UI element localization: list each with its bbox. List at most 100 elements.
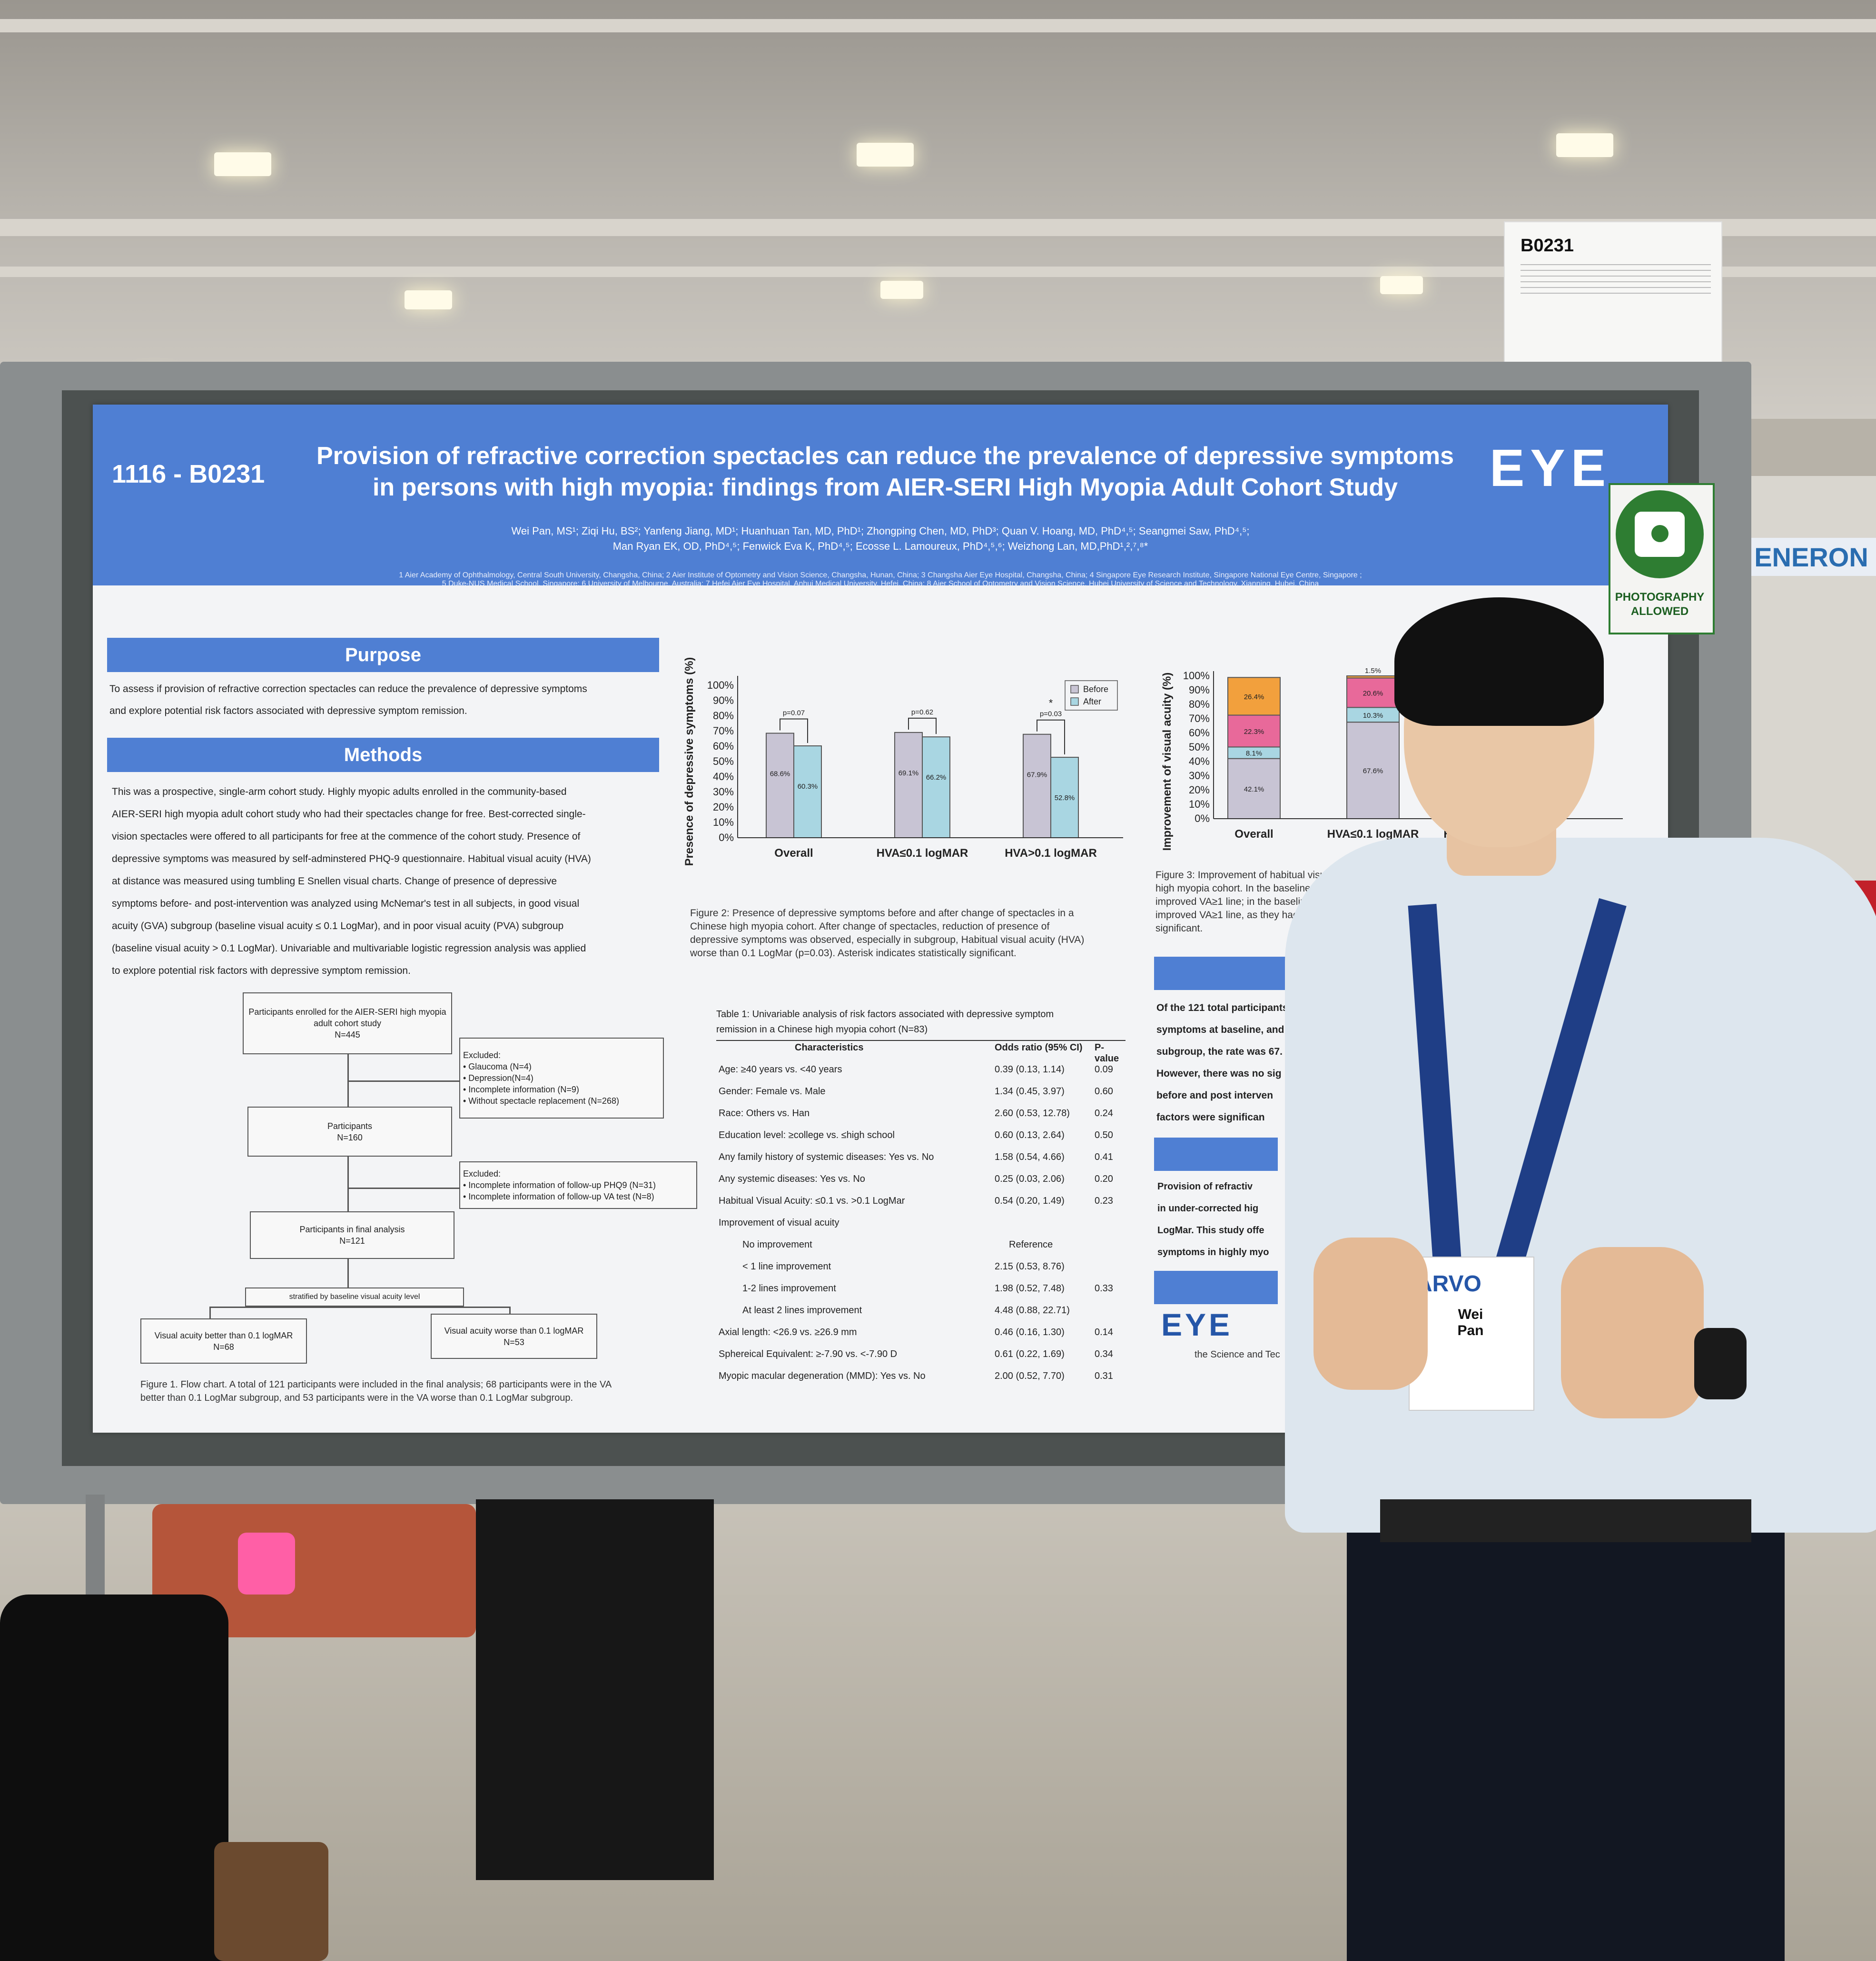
affiliation-line: 5 Duke-NUS Medical School, Singapore; 6 … — [442, 580, 1319, 588]
significance-bracket — [908, 717, 937, 734]
poster-authors: Wei Pan, MS¹; Ziqi Hu, BS²; Yanfeng Jian… — [333, 524, 1428, 554]
bar-value-label: 66.2% — [926, 773, 947, 782]
table-cell: Race: Others vs. Han — [719, 1108, 810, 1119]
poster-id: 1116 - B0231 — [112, 460, 265, 488]
methods-line: (baseline visual acuity > 0.1 LogMar). U… — [112, 943, 586, 954]
table-cell: 0.41 — [1095, 1152, 1113, 1162]
caption-line: Chinese high myopia cohort. After change… — [690, 921, 1050, 932]
person-hair — [1394, 597, 1604, 726]
table-cell: 1-2 lines improvement — [742, 1283, 836, 1294]
y-tick-label: 0% — [719, 832, 734, 843]
footer-text: the Science and Tec — [1195, 1349, 1280, 1360]
methods-text: This was a prospective, single-arm cohor… — [112, 781, 673, 982]
p-value-label: p=0.07 — [783, 709, 805, 717]
y-tick-label: 20% — [1189, 784, 1210, 796]
stacked-bar-segment — [1227, 714, 1281, 748]
table-cell: 1.34 (0.45, 3.97) — [995, 1086, 1065, 1097]
purpose-heading: Purpose — [107, 638, 659, 672]
y-tick-label: 50% — [1189, 741, 1210, 753]
methods-line: at distance was measured using tumbling … — [112, 876, 557, 887]
flow-final: Participants in final analysis N=121 — [250, 1211, 454, 1259]
table-cell: 0.50 — [1095, 1130, 1113, 1140]
y-tick-label: 30% — [713, 786, 734, 798]
caption-line: significant. — [1155, 923, 1203, 934]
y-tick-label: 70% — [1189, 713, 1210, 724]
visitor-legs — [476, 1499, 714, 1880]
table-row: No improvement Reference — [719, 1239, 1128, 1261]
bar — [894, 732, 923, 838]
photo-sign-line: PHOTOGRAPHY — [1615, 591, 1705, 604]
table-cell: < 1 line improvement — [742, 1261, 831, 1272]
table-cell: 2.00 (0.52, 7.70) — [995, 1371, 1065, 1381]
y-tick-label: 60% — [713, 740, 734, 752]
table-cell: Sphereical Equivalent: ≥-7.90 vs. <-7.90… — [719, 1349, 898, 1359]
thumbs-up-right — [1561, 1247, 1704, 1418]
bar-value-label: 52.8% — [1055, 794, 1075, 802]
table-cell: 2.60 (0.53, 12.78) — [995, 1108, 1070, 1119]
methods-line: symptoms before- and post-intervention w… — [112, 898, 580, 909]
figure3-chart: Improvement of visual acuity (%) 0% 10% 20… — [1161, 659, 1623, 851]
bar-value-label: 68.6% — [770, 770, 790, 778]
figure2-chart: Presence of depressive symptoms (%) 0% 10… — [683, 657, 1123, 866]
flow-connector — [347, 1259, 349, 1288]
y-tick-label: 100% — [707, 679, 734, 691]
table-title-line: remission in a Chinese high myopia cohor… — [716, 1024, 928, 1035]
camera-lens-icon — [1648, 521, 1672, 546]
y-tick-label: 100% — [1183, 670, 1210, 682]
table-cell: 0.14 — [1095, 1327, 1113, 1337]
x-tick-label: HVA≤0.1 logMAR — [877, 847, 968, 860]
y-tick-label: 60% — [1189, 727, 1210, 739]
authors-line: Man Ryan EK, OD, PhD⁴,⁵; Fenwick Eva K, … — [612, 540, 1148, 552]
caption-line: Figure 2: Presence of depressive symptom… — [690, 908, 1074, 919]
segment-value-label: 26.4% — [1244, 693, 1264, 701]
table-row: 1-2 lines improvement 1.98 (0.52, 7.48) 0.… — [719, 1283, 1128, 1305]
stacked-bar-segment — [1346, 677, 1400, 708]
table-row: < 1 line improvement 2.15 (0.53, 8.76) — [719, 1261, 1128, 1283]
eye-logo: EYE — [1490, 439, 1612, 497]
bar — [1050, 757, 1079, 838]
table-cell: At least 2 lines improvement — [742, 1305, 862, 1316]
table-row: Age: ≥40 years vs. <40 years 0.39 (0.13, … — [719, 1064, 1128, 1086]
disclosure-lines — [1521, 259, 1711, 297]
poster-affiliations: 1 Aier Academy of Ophthalmology, Central… — [333, 571, 1428, 588]
table-cell: 4.48 (0.88, 22.71) — [995, 1305, 1070, 1316]
table-row: Race: Others vs. Han 2.60 (0.53, 12.78) 0.… — [719, 1108, 1128, 1130]
table-cell: Reference — [1009, 1239, 1053, 1250]
figure1-caption: Figure 1. Flow chart. A total of 121 par… — [140, 1378, 711, 1405]
table-header: Characteristics — [795, 1042, 864, 1053]
person-trousers — [1347, 1509, 1785, 1961]
conclusion-text: Provision of refractiv in under-corrected… — [1157, 1176, 1300, 1263]
ceiling-light — [214, 152, 271, 176]
table-cell: 0.60 (0.13, 2.64) — [995, 1130, 1065, 1140]
flow-enrolled: Participants enrolled for the AIER-SERI … — [243, 992, 452, 1054]
purpose-line: To assess if provision of refractive cor… — [109, 683, 587, 694]
results-line: symptoms at baseline, and d — [1156, 1024, 1293, 1035]
ceiling-light — [880, 281, 923, 299]
footer-heading-bar — [1154, 1271, 1278, 1304]
board-number: B0231 — [1521, 236, 1574, 256]
thumbs-up-left — [1313, 1238, 1428, 1390]
table1-title: Table 1: Univariable analysis of risk fa… — [716, 1007, 1126, 1037]
purpose-text: To assess if provision of refractive cor… — [109, 678, 671, 722]
table-cell: 0.60 — [1095, 1086, 1113, 1097]
pink-phone — [238, 1533, 295, 1595]
table-cell: Gender: Female vs. Male — [719, 1086, 826, 1097]
y-tick-label: 90% — [1189, 684, 1210, 696]
stacked-bar-segment — [1227, 758, 1281, 819]
bar — [793, 745, 822, 838]
methods-line: vision spectacles were offered to all pa… — [112, 831, 581, 842]
legend-label: After — [1083, 697, 1101, 706]
bar — [922, 736, 950, 838]
conclusion-heading-bar — [1154, 1138, 1278, 1171]
table-title-line: Table 1: Univariable analysis of risk fa… — [716, 1009, 1054, 1020]
conclusion-line: LogMar. This study offe — [1157, 1225, 1264, 1236]
results-line: factors were significan — [1156, 1112, 1265, 1123]
y-tick-label: 90% — [713, 694, 734, 706]
bar-value-label: 69.1% — [899, 769, 919, 777]
flow-connector — [209, 1307, 509, 1308]
ceiling-light — [1380, 276, 1423, 294]
y-tick-label: 20% — [713, 801, 734, 813]
ceiling-truss — [0, 19, 1876, 32]
table-cell: Myopic macular degeneration (MMD): Yes v… — [719, 1371, 926, 1381]
conclusion-line: symptoms in highly myo — [1157, 1247, 1269, 1258]
